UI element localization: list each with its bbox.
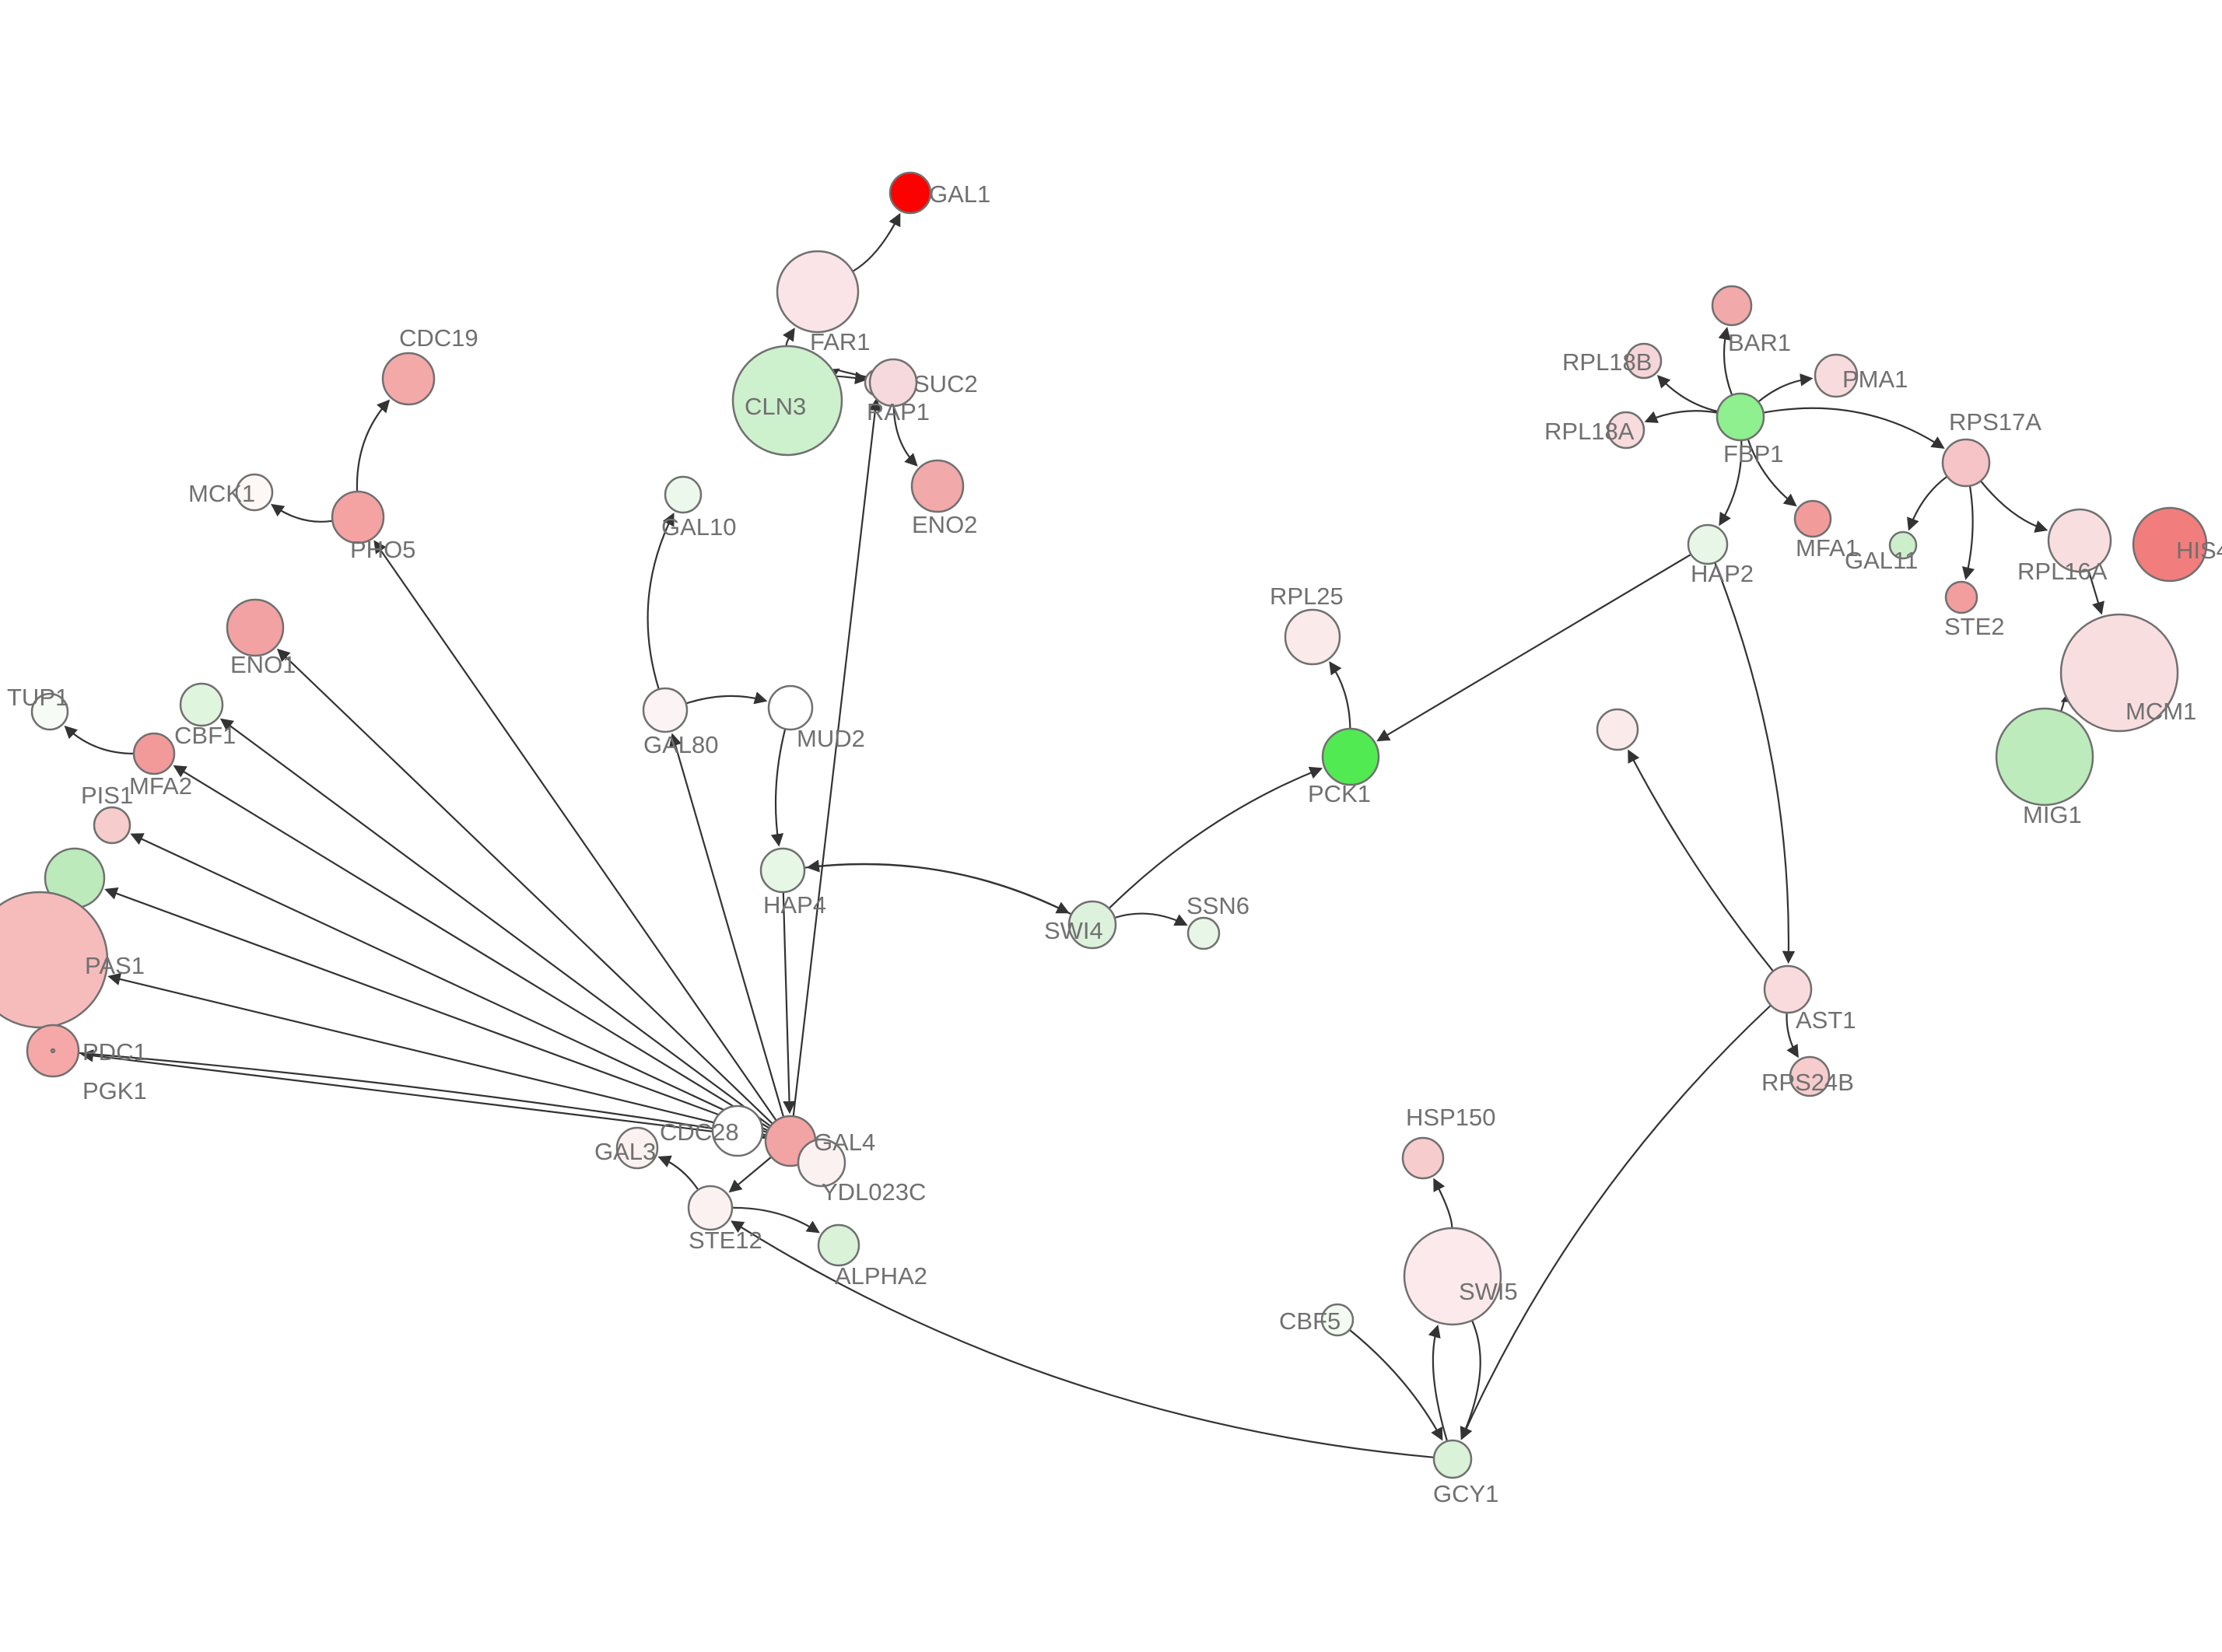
svg-text:MFA2: MFA2 xyxy=(129,772,192,800)
svg-text:RPS24B: RPS24B xyxy=(1761,1069,1854,1096)
svg-text:MCM1: MCM1 xyxy=(2126,698,2196,725)
svg-text:ENO1: ENO1 xyxy=(230,651,296,678)
svg-text:STE12: STE12 xyxy=(689,1227,762,1254)
svg-text:PIS1: PIS1 xyxy=(81,782,133,809)
svg-text:SSN6: SSN6 xyxy=(1186,892,1249,919)
svg-text:CDC19: CDC19 xyxy=(399,324,478,352)
svg-text:GCY1: GCY1 xyxy=(1433,1480,1498,1507)
svg-text:HSP150: HSP150 xyxy=(1406,1104,1495,1131)
svg-text:TUP1: TUP1 xyxy=(7,684,68,711)
svg-text:PGK1: PGK1 xyxy=(82,1077,147,1104)
svg-text:GAL4: GAL4 xyxy=(814,1129,875,1156)
svg-text:CLN3: CLN3 xyxy=(745,393,806,420)
svg-text:CBF5: CBF5 xyxy=(1279,1307,1341,1335)
svg-text:AST1: AST1 xyxy=(1796,1006,1856,1034)
svg-text:BAR1: BAR1 xyxy=(1728,329,1791,356)
svg-text:RPL18B: RPL18B xyxy=(1562,348,1652,376)
svg-text:GAL1: GAL1 xyxy=(929,180,990,208)
svg-text:SWI4: SWI4 xyxy=(1044,917,1103,944)
svg-text:PHO5: PHO5 xyxy=(350,536,415,563)
svg-text:CBF1: CBF1 xyxy=(174,722,236,749)
svg-text:SWI5: SWI5 xyxy=(1459,1278,1518,1305)
svg-text:MCK1: MCK1 xyxy=(188,480,255,507)
svg-text:CDC28: CDC28 xyxy=(660,1118,739,1146)
svg-text:RPS17A: RPS17A xyxy=(1949,408,2042,436)
svg-text:RPL16A: RPL16A xyxy=(2017,558,2108,585)
svg-text:PAS1: PAS1 xyxy=(85,952,145,979)
svg-text:HAP2: HAP2 xyxy=(1691,560,1754,587)
svg-text:GAL10: GAL10 xyxy=(661,513,737,541)
svg-text:SUC2: SUC2 xyxy=(913,370,978,397)
svg-text:GAL11: GAL11 xyxy=(1845,547,1918,574)
svg-text:PDC1: PDC1 xyxy=(82,1038,147,1066)
svg-text:MIG1: MIG1 xyxy=(2023,801,2082,828)
svg-text:RPL25: RPL25 xyxy=(1270,583,1344,610)
svg-text:HIS4: HIS4 xyxy=(2176,537,2222,564)
svg-text:HAP4: HAP4 xyxy=(763,891,826,919)
svg-text:ALPHA2: ALPHA2 xyxy=(835,1262,927,1290)
svg-text:FBP1: FBP1 xyxy=(1723,440,1784,467)
svg-text:RAP1: RAP1 xyxy=(867,398,930,425)
svg-text:FAR1: FAR1 xyxy=(810,328,871,355)
svg-text:ENO2: ENO2 xyxy=(912,511,977,538)
svg-text:GAL3: GAL3 xyxy=(594,1138,656,1165)
svg-text:GAL80: GAL80 xyxy=(643,731,719,758)
svg-text:YDL023C: YDL023C xyxy=(822,1178,926,1206)
svg-text:STE2: STE2 xyxy=(1944,613,2005,640)
svg-text:MUD2: MUD2 xyxy=(797,725,865,752)
svg-text:PMA1: PMA1 xyxy=(1842,366,1908,393)
svg-text:PCK1: PCK1 xyxy=(1308,780,1371,807)
svg-text:RPL18A: RPL18A xyxy=(1544,418,1635,445)
